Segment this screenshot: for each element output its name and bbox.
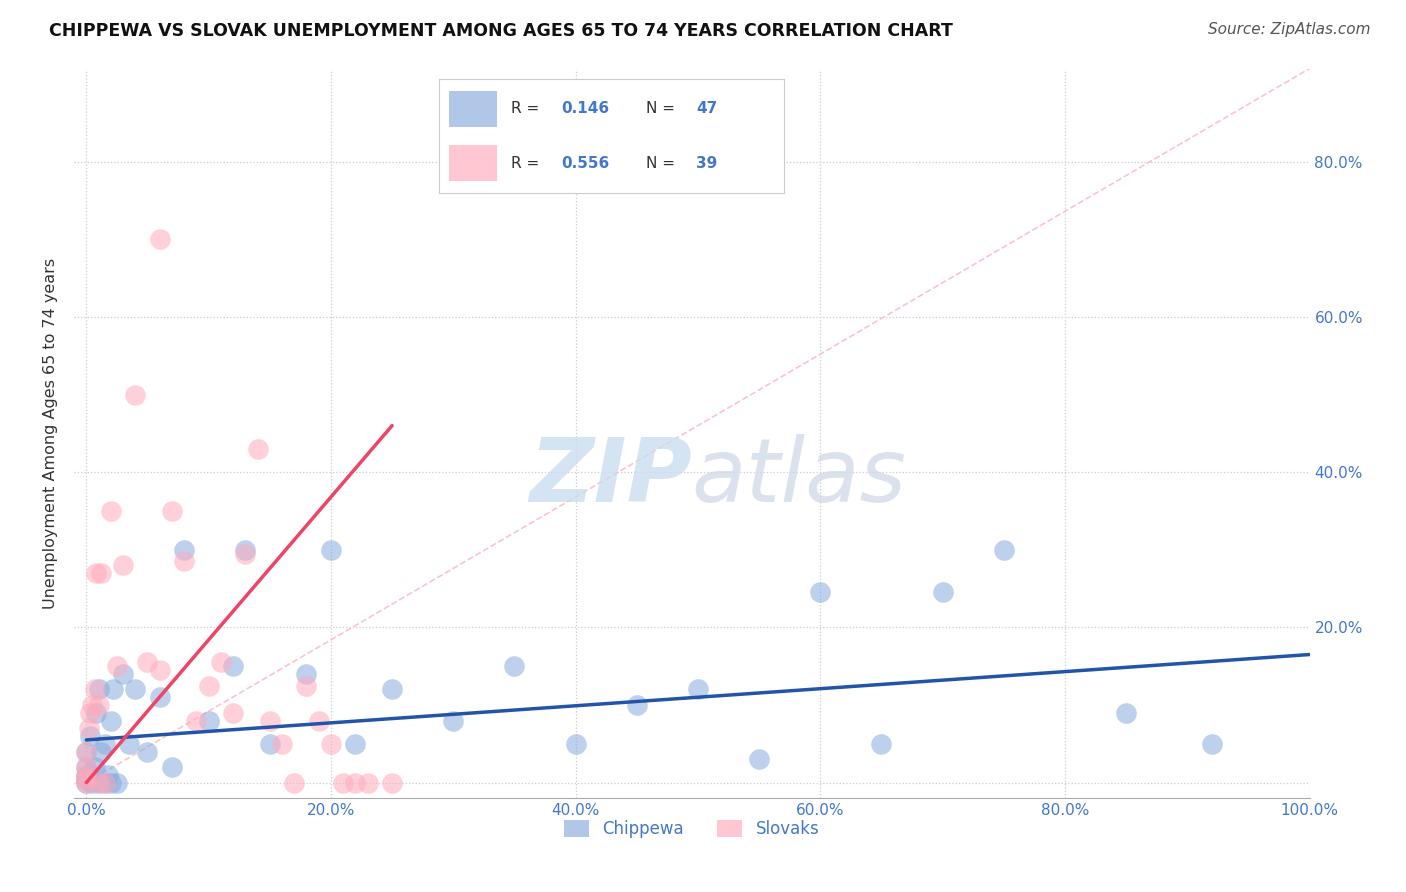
Point bbox=[1115, 706, 1137, 720]
Y-axis label: Unemployment Among Ages 65 to 74 years: Unemployment Among Ages 65 to 74 years bbox=[44, 258, 58, 609]
Point bbox=[222, 706, 245, 720]
Point bbox=[105, 659, 128, 673]
Point bbox=[209, 655, 232, 669]
Point bbox=[931, 585, 953, 599]
Point bbox=[87, 682, 110, 697]
Point bbox=[82, 698, 104, 712]
Point bbox=[105, 775, 128, 789]
Point bbox=[75, 768, 97, 782]
Point bbox=[319, 737, 342, 751]
Point bbox=[160, 760, 183, 774]
Point bbox=[283, 775, 305, 789]
Point bbox=[93, 737, 115, 751]
Point bbox=[100, 504, 122, 518]
Point bbox=[79, 729, 101, 743]
Point bbox=[319, 542, 342, 557]
Point bbox=[103, 682, 125, 697]
Point bbox=[75, 775, 97, 789]
Point bbox=[308, 714, 330, 728]
Point bbox=[441, 714, 464, 728]
Point bbox=[136, 655, 159, 669]
Point bbox=[90, 566, 112, 580]
Point bbox=[82, 775, 104, 789]
Point bbox=[75, 772, 97, 786]
Point bbox=[222, 659, 245, 673]
Text: Source: ZipAtlas.com: Source: ZipAtlas.com bbox=[1208, 22, 1371, 37]
Point bbox=[124, 387, 146, 401]
Point bbox=[124, 682, 146, 697]
Point bbox=[75, 760, 97, 774]
Point bbox=[111, 667, 134, 681]
Point bbox=[77, 768, 100, 782]
Point bbox=[83, 760, 105, 774]
Point bbox=[75, 745, 97, 759]
Point bbox=[344, 737, 367, 751]
Point bbox=[626, 698, 648, 712]
Point bbox=[93, 775, 115, 789]
Point bbox=[100, 775, 122, 789]
Point bbox=[381, 775, 404, 789]
Point bbox=[100, 714, 122, 728]
Point bbox=[246, 442, 269, 456]
Text: ZIP: ZIP bbox=[529, 434, 692, 521]
Point bbox=[295, 679, 318, 693]
Point bbox=[993, 542, 1015, 557]
Point bbox=[84, 566, 107, 580]
Point bbox=[381, 682, 404, 697]
Point bbox=[75, 772, 97, 786]
Point bbox=[173, 542, 195, 557]
Point bbox=[259, 737, 281, 751]
Point bbox=[118, 737, 141, 751]
Point bbox=[344, 775, 367, 789]
Point bbox=[186, 714, 208, 728]
Point bbox=[149, 690, 172, 705]
Point bbox=[295, 667, 318, 681]
Point bbox=[87, 775, 110, 789]
Point bbox=[84, 706, 107, 720]
Point bbox=[149, 663, 172, 677]
Point bbox=[233, 542, 256, 557]
Point bbox=[90, 745, 112, 759]
Point bbox=[93, 775, 115, 789]
Point bbox=[356, 775, 378, 789]
Text: atlas: atlas bbox=[692, 434, 907, 520]
Point bbox=[271, 737, 294, 751]
Point bbox=[75, 745, 97, 759]
Point bbox=[83, 682, 105, 697]
Point bbox=[75, 768, 97, 782]
Point bbox=[97, 768, 120, 782]
Point bbox=[87, 775, 110, 789]
Point bbox=[87, 698, 110, 712]
Point bbox=[197, 714, 219, 728]
Point bbox=[111, 558, 134, 573]
Point bbox=[686, 682, 709, 697]
Point bbox=[564, 737, 586, 751]
Point bbox=[259, 714, 281, 728]
Legend: Chippewa, Slovaks: Chippewa, Slovaks bbox=[557, 813, 827, 845]
Point bbox=[79, 706, 101, 720]
Point bbox=[75, 775, 97, 789]
Point bbox=[748, 752, 770, 766]
Point bbox=[503, 659, 526, 673]
Point bbox=[160, 504, 183, 518]
Point bbox=[332, 775, 354, 789]
Point bbox=[136, 745, 159, 759]
Point bbox=[197, 679, 219, 693]
Point bbox=[808, 585, 831, 599]
Text: CHIPPEWA VS SLOVAK UNEMPLOYMENT AMONG AGES 65 TO 74 YEARS CORRELATION CHART: CHIPPEWA VS SLOVAK UNEMPLOYMENT AMONG AG… bbox=[49, 22, 953, 40]
Point bbox=[1201, 737, 1223, 751]
Point bbox=[173, 554, 195, 568]
Point bbox=[233, 547, 256, 561]
Point bbox=[149, 232, 172, 246]
Point bbox=[75, 760, 97, 774]
Point bbox=[870, 737, 893, 751]
Point bbox=[77, 721, 100, 735]
